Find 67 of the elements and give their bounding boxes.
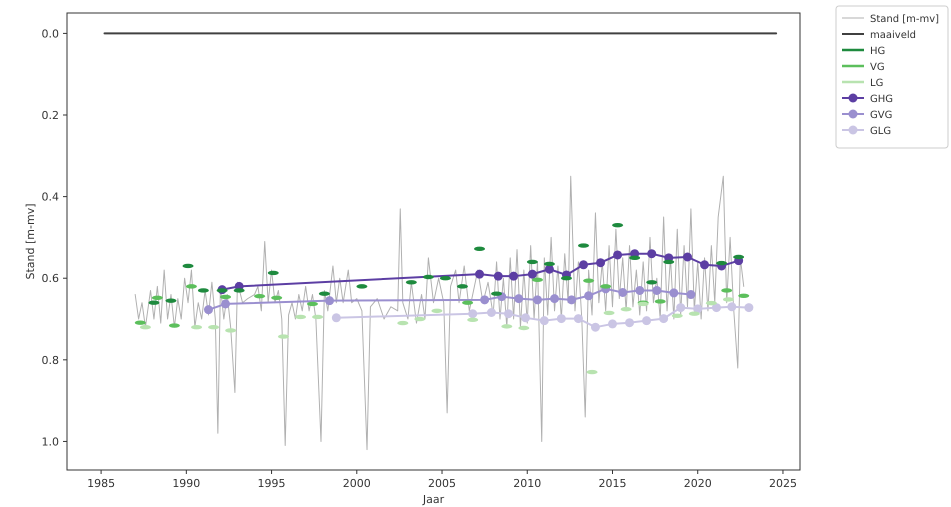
legend-label: GHG — [870, 94, 894, 105]
x-tick-label: 2005 — [428, 477, 456, 490]
point — [468, 309, 478, 318]
line-series — [134, 176, 744, 450]
point — [744, 303, 754, 312]
y-tick-label: 0.6 — [42, 272, 59, 286]
point — [556, 314, 566, 324]
point — [652, 286, 662, 295]
point — [659, 314, 668, 324]
point — [528, 270, 537, 279]
point — [521, 313, 530, 322]
y-tick-label: 0.0 — [42, 27, 59, 40]
x-tick-label: 1990 — [172, 477, 200, 490]
x-tick-label: 2015 — [598, 477, 626, 490]
point — [514, 294, 524, 304]
x-axis-title: Jaar — [422, 493, 445, 506]
point — [574, 314, 583, 324]
x-tick-label: 2020 — [684, 477, 712, 490]
point — [642, 316, 652, 326]
point — [647, 249, 656, 258]
point — [509, 272, 518, 281]
legend-label: GVG — [870, 110, 892, 121]
point — [618, 288, 628, 298]
point — [613, 250, 622, 260]
point — [540, 316, 549, 326]
point — [682, 252, 692, 262]
y-axis-title: Stand [m-mv] — [24, 204, 37, 280]
point — [727, 302, 736, 312]
point — [494, 272, 503, 281]
point — [579, 260, 588, 270]
point — [480, 295, 490, 304]
point — [221, 299, 230, 308]
legend-label: maaiveld — [870, 30, 916, 41]
point — [332, 313, 341, 322]
point — [325, 296, 334, 306]
point — [700, 260, 710, 270]
x-tick-label: 1985 — [87, 477, 116, 490]
legend-label: GLG — [870, 126, 892, 137]
point — [204, 305, 213, 314]
point — [532, 295, 542, 304]
point — [635, 286, 644, 295]
x-tick-label: 2000 — [342, 477, 371, 490]
y-tick-label: 0.2 — [42, 109, 59, 122]
point — [550, 294, 560, 304]
point — [584, 291, 594, 300]
legend-label: VG — [870, 62, 885, 73]
point — [625, 318, 634, 328]
point — [712, 303, 721, 312]
point — [567, 295, 576, 304]
legend-label: HG — [870, 46, 886, 57]
y-tick-label: 0.8 — [42, 354, 59, 367]
point — [486, 308, 496, 317]
x-tick-label: 2010 — [513, 477, 542, 490]
point — [676, 303, 686, 312]
point — [686, 290, 696, 300]
x-tick-label: 1995 — [258, 477, 286, 490]
point — [669, 288, 678, 298]
point — [504, 309, 514, 318]
y-tick-label: 0.4 — [42, 190, 59, 204]
point — [596, 258, 606, 268]
x-tick-label: 2025 — [768, 477, 797, 490]
point — [608, 319, 617, 328]
legend-label: Stand [m-mv] — [870, 14, 940, 25]
legend-label: LG — [870, 78, 884, 89]
y-tick-label: 1.0 — [42, 435, 59, 448]
point — [475, 270, 484, 279]
point — [590, 322, 600, 332]
